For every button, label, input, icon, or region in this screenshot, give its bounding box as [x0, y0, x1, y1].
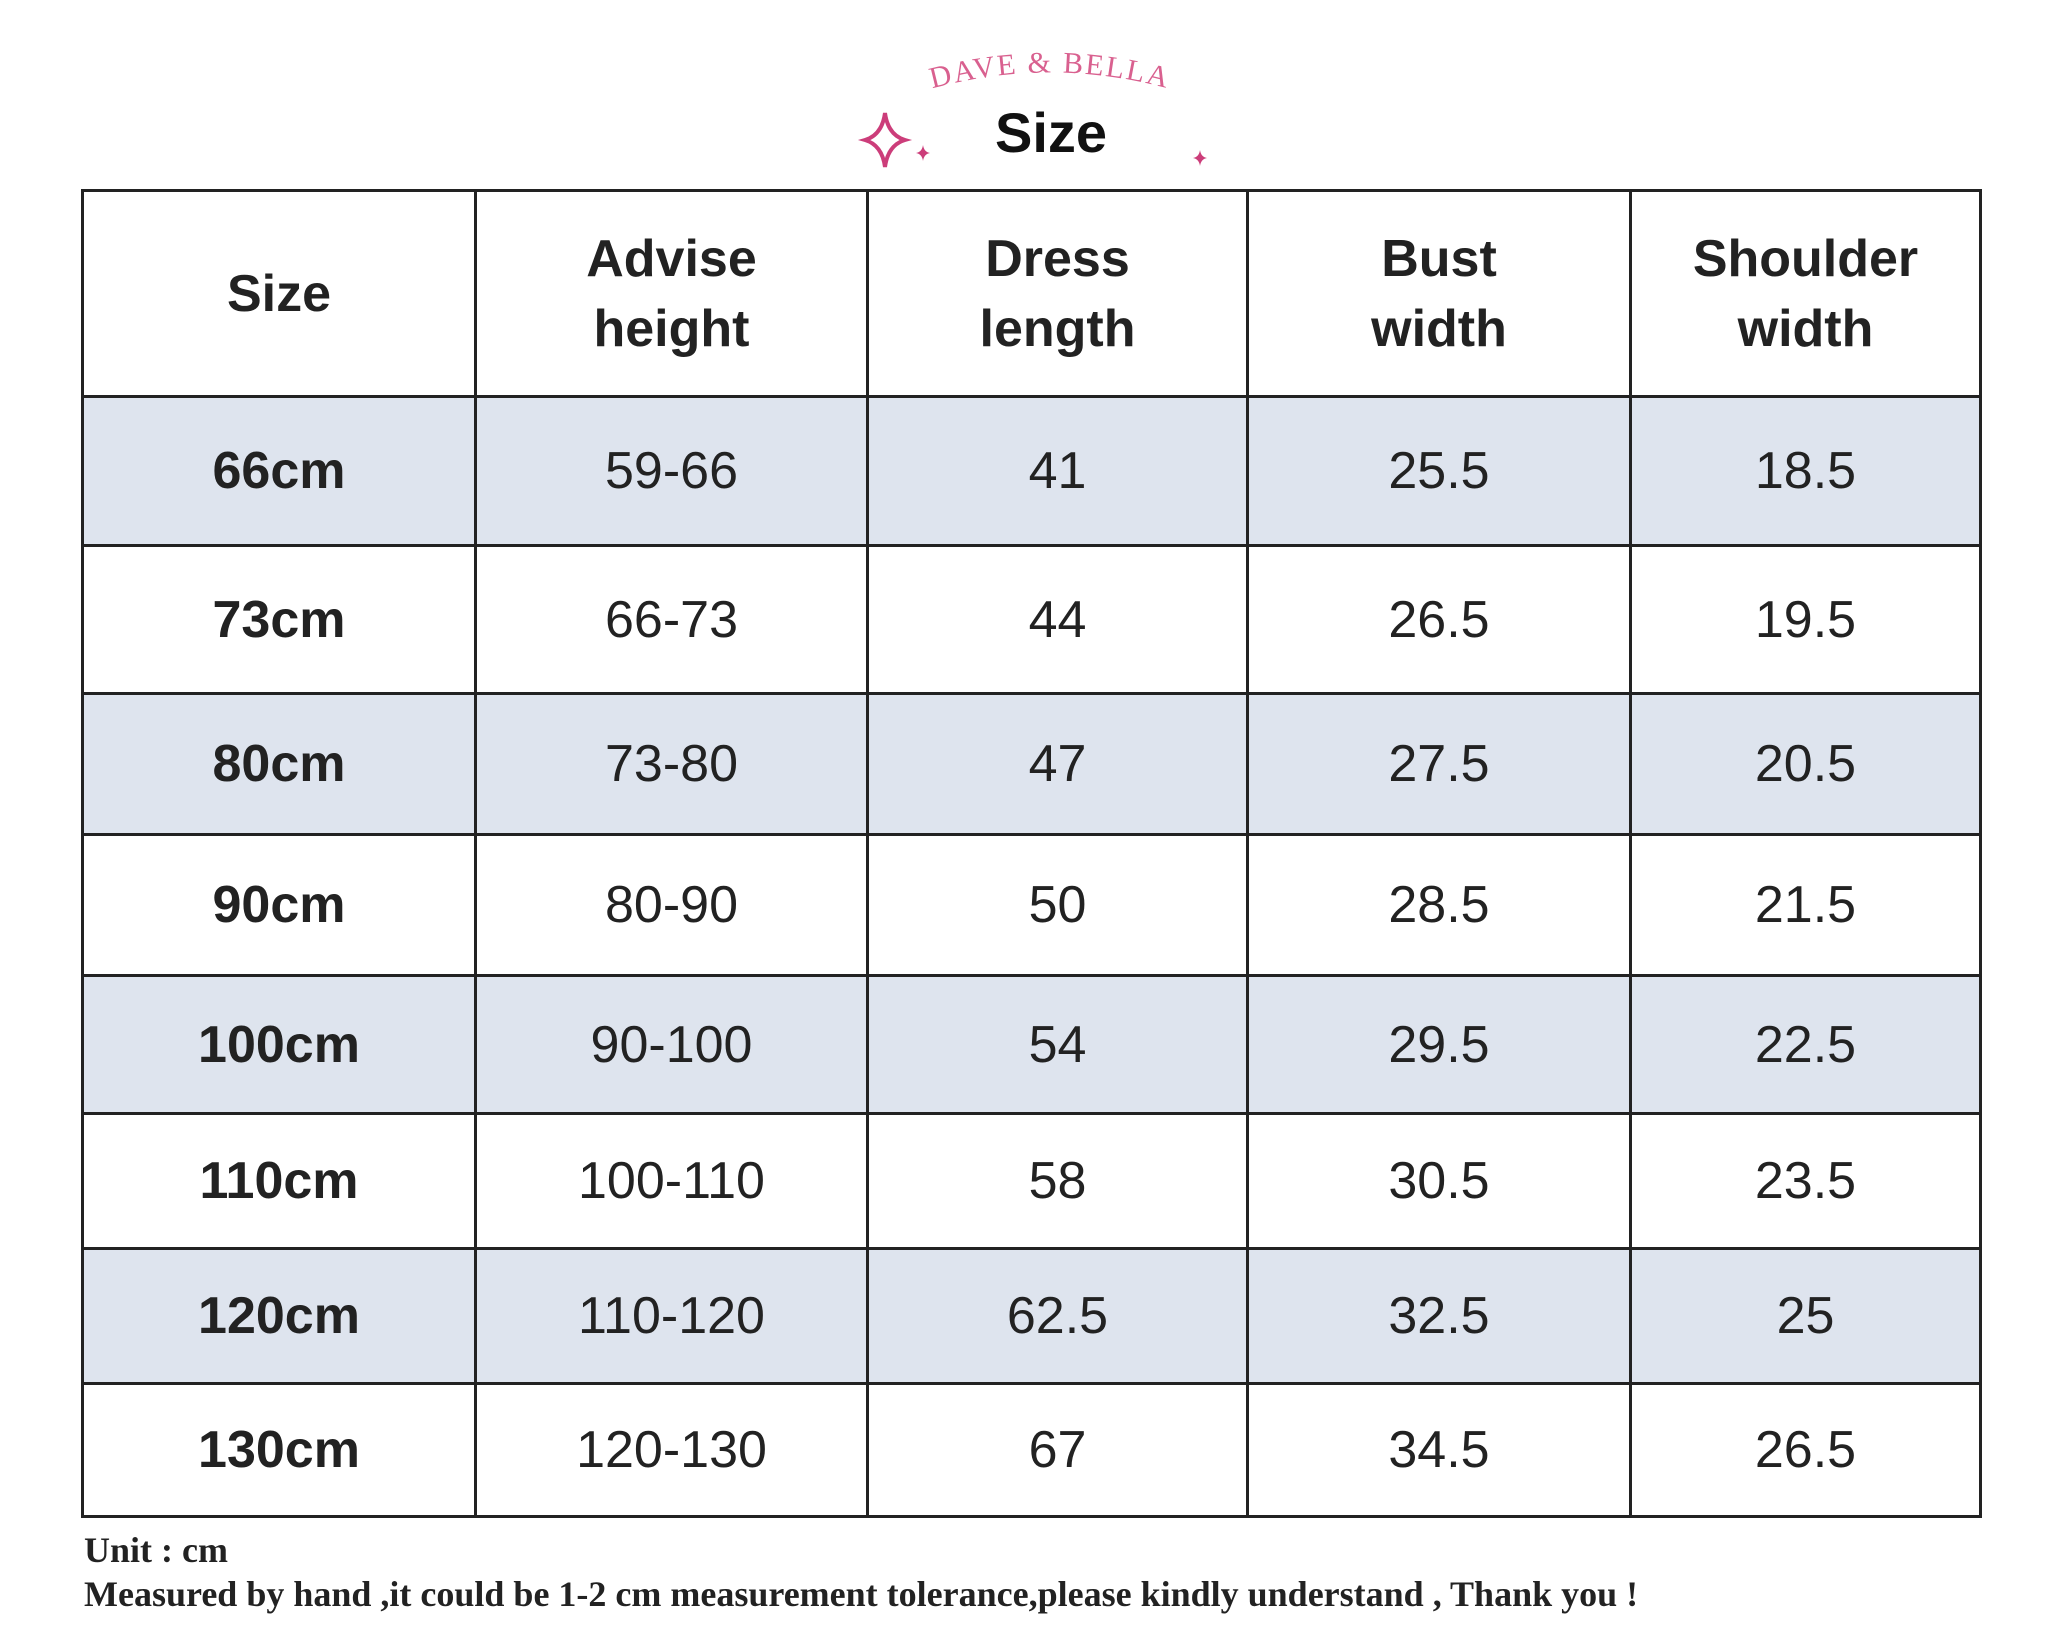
- value-cell: 62.5: [866, 1247, 1249, 1385]
- unit-note: Unit : cm: [84, 1530, 228, 1570]
- title: Size: [994, 101, 1108, 164]
- value-cell: 29.5: [1246, 974, 1632, 1115]
- header-cell: Size: [81, 189, 477, 398]
- value-cell: 22.5: [1629, 974, 1982, 1115]
- value-cell: 67: [866, 1382, 1249, 1518]
- value-cell: 59-66: [474, 395, 869, 547]
- value-cell: 26.5: [1246, 544, 1632, 695]
- size-cell: 110cm: [81, 1112, 477, 1250]
- value-cell: 41: [866, 395, 1249, 547]
- value-cell: 50: [866, 833, 1249, 977]
- header-cell: Dress length: [866, 189, 1249, 398]
- table-row: 130cm 120-130 67 34.5 26.5: [81, 1382, 1982, 1518]
- value-cell: 32.5: [1246, 1247, 1632, 1385]
- header-cell: Shoulder width: [1629, 189, 1982, 398]
- size-cell: 73cm: [81, 544, 477, 695]
- value-cell: 34.5: [1246, 1382, 1632, 1518]
- value-cell: 47: [866, 692, 1249, 836]
- value-cell: 80-90: [474, 833, 869, 977]
- value-cell: 20.5: [1629, 692, 1982, 836]
- value-cell: 25.5: [1246, 395, 1632, 547]
- value-cell: 18.5: [1629, 395, 1982, 547]
- table-row: 110cm 100-110 58 30.5 23.5: [81, 1112, 1982, 1250]
- header-text: Size: [226, 264, 332, 323]
- value-cell: 30.5: [1246, 1112, 1632, 1250]
- value-cell: 54: [866, 974, 1249, 1115]
- value-cell: 28.5: [1246, 833, 1632, 977]
- brand-logo: DAVE & BELLA: [926, 46, 1174, 95]
- tolerance-note: Measured by hand ,it could be 1-2 cm mea…: [84, 1574, 1639, 1614]
- size-cell: 100cm: [81, 974, 477, 1115]
- value-cell: 58: [866, 1112, 1249, 1250]
- header-text: Advise height: [586, 229, 757, 358]
- header-text: Dress length: [979, 229, 1136, 358]
- value-cell: 66-73: [474, 544, 869, 695]
- size-cell: 66cm: [81, 395, 477, 547]
- header-text: Bust width: [1371, 229, 1507, 358]
- value-cell: 90-100: [474, 974, 869, 1115]
- footer: Unit : cm Measured by hand ,it could be …: [84, 1528, 1638, 1616]
- size-cell: 90cm: [81, 833, 477, 977]
- value-cell: 44: [866, 544, 1249, 695]
- header-text: Shoulder width: [1692, 229, 1919, 358]
- stars: [857, 112, 1207, 168]
- value-cell: 120-130: [474, 1382, 869, 1518]
- table-row: 90cm 80-90 50 28.5 21.5: [81, 833, 1982, 977]
- value-cell: 100-110: [474, 1112, 869, 1250]
- value-cell: 21.5: [1629, 833, 1982, 977]
- value-cell: 27.5: [1246, 692, 1632, 836]
- brand-text: DAVE & BELLA: [926, 46, 1172, 95]
- size-cell: 130cm: [81, 1382, 477, 1518]
- value-cell: 73-80: [474, 692, 869, 836]
- value-cell: 19.5: [1629, 544, 1982, 695]
- value-cell: 23.5: [1629, 1112, 1982, 1250]
- table-row: 73cm 66-73 44 26.5 19.5: [81, 544, 1982, 695]
- header-cell: Bust width: [1246, 189, 1632, 398]
- table-row: 100cm 90-100 54 29.5 22.5: [81, 974, 1982, 1115]
- header-row: Size Advise height Dress length Bust width S…: [81, 189, 1982, 398]
- table-row: 120cm 110-120 62.5 32.5 25: [81, 1247, 1982, 1385]
- table-row: 80cm 73-80 47 27.5 20.5: [81, 692, 1982, 836]
- value-cell: 110-120: [474, 1247, 869, 1385]
- size-cell: 120cm: [81, 1247, 477, 1385]
- size-table: Size Advise height Dress length Bust width S…: [81, 189, 1982, 1518]
- header-cell: Advise height: [474, 189, 869, 398]
- value-cell: 26.5: [1629, 1382, 1982, 1518]
- brand: DAVE & BELLA: [926, 46, 1174, 95]
- value-cell: 25: [1629, 1247, 1982, 1385]
- size-cell: 80cm: [81, 692, 477, 836]
- table-row: 66cm 59-66 41 25.5 18.5: [81, 395, 1982, 547]
